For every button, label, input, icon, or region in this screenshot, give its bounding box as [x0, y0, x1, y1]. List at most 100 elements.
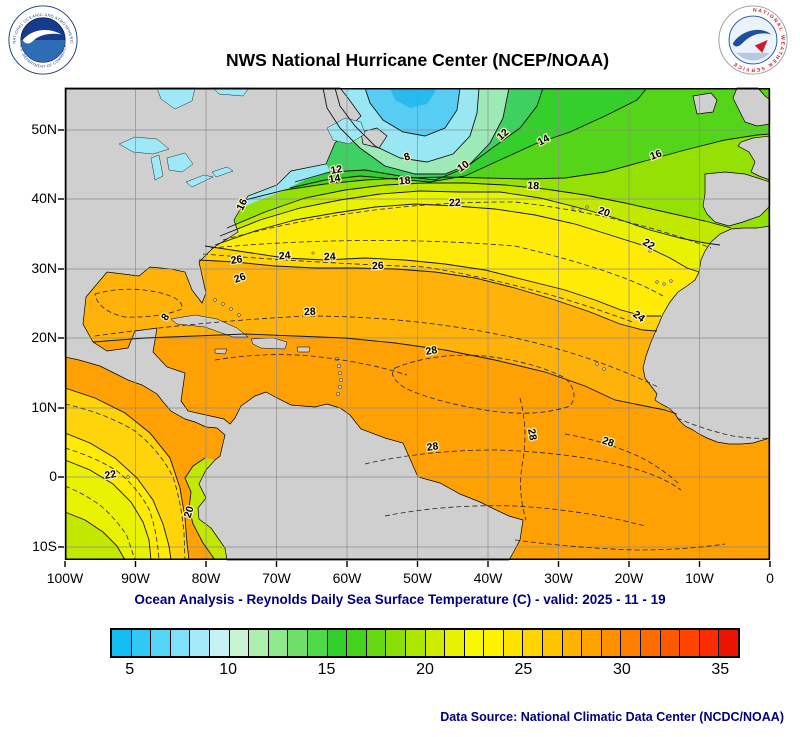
colorbar-segment — [326, 630, 347, 656]
colorbar-segment — [306, 630, 327, 656]
colorbar-segment — [248, 630, 268, 656]
lat-tick-label: 10N — [31, 399, 57, 415]
land-ireland — [692, 92, 718, 115]
lake-huron — [166, 152, 194, 173]
sst-map: 8 10 12 14 12 14 16 16 18 18 22 20 22 24 24 26 26 26 28 24 8… — [57, 87, 771, 568]
contour-label: 12 — [330, 163, 344, 177]
land-great-britain — [732, 87, 771, 127]
isotherm-18 — [226, 182, 732, 229]
colorbar-segment — [208, 630, 229, 656]
colorbar-segment — [130, 630, 151, 656]
colorbar-segment — [483, 630, 503, 656]
dashed-isotherm-27 — [94, 315, 661, 389]
lakes-and-bays — [118, 87, 366, 188]
colorbar-segment — [404, 630, 425, 656]
lat-tick-label: 40N — [31, 190, 57, 206]
axis-ticks — [58, 129, 771, 567]
contour-label: 22 — [104, 468, 118, 482]
gulf-of-st-lawrence — [326, 117, 366, 145]
lon-tick-label: 100W — [46, 570, 84, 586]
contour-label: 26 — [232, 270, 247, 285]
contour-label: 28 — [426, 440, 439, 454]
contour-label: 8 — [402, 150, 411, 163]
island-jamaica — [214, 348, 228, 355]
dashed-isotherm-s1 — [364, 449, 682, 491]
lon-tick-label: 70W — [262, 570, 291, 586]
contour-label: 16 — [648, 147, 663, 162]
dashed-isotherm-pac3 — [64, 485, 136, 561]
contour-label: 28 — [525, 428, 539, 442]
islands-atlantic-small — [126, 205, 673, 479]
islands-bahamas — [213, 298, 241, 317]
lake-superior — [118, 136, 170, 155]
contour-label: 18 — [527, 180, 540, 193]
lon-tick-label: 10W — [685, 570, 714, 586]
colorbar-segment — [287, 630, 307, 656]
colorbar-segment — [679, 630, 699, 656]
colorbar-segment — [522, 630, 543, 656]
colorbar-tick-label: 5 — [125, 661, 135, 678]
isotherm-28 — [92, 333, 678, 415]
colorbar-segment — [600, 630, 621, 656]
contour-label: 24 — [278, 250, 291, 263]
lat-tick-label: 30N — [31, 260, 57, 276]
colorbar-segment — [267, 630, 288, 656]
pac-coastal-upwelling — [185, 458, 227, 560]
isotherm-8 — [334, 87, 480, 163]
colorbar-segment — [385, 630, 405, 656]
dashed-isotherm-23 — [210, 240, 664, 297]
pac-isotherm-22 — [64, 459, 152, 561]
colorbar-ticks: 5 10 15 20 25 30 35 — [110, 661, 740, 683]
sst-band-le6 — [365, 88, 460, 136]
lake-ontario — [211, 166, 234, 178]
colorbar-segment — [444, 630, 464, 656]
contour-label: 24 — [324, 251, 336, 264]
contour-label: 22 — [449, 197, 461, 210]
isotherm-22 — [214, 203, 700, 273]
colorbar — [110, 628, 740, 658]
colorbar-segment — [228, 630, 249, 656]
colorbar-tick-label: 30 — [612, 661, 631, 678]
isotherm-26 — [198, 259, 658, 332]
pac-isotherm-26 — [64, 387, 190, 561]
dashed-isotherm-caribbean — [214, 354, 408, 376]
colorbar-tick-label: 15 — [317, 661, 336, 678]
grid-lines — [64, 88, 771, 560]
colorbar-segment — [561, 630, 582, 656]
lon-tick-label: 80W — [191, 570, 221, 586]
isotherm-10 — [322, 87, 510, 175]
dashed-isotherm-pac2 — [64, 447, 160, 561]
sst-coastal-cold-strip — [237, 164, 331, 208]
isotherm-14 — [289, 87, 648, 189]
pac-band-le20 — [65, 512, 125, 560]
contour-label: 20 — [182, 505, 197, 520]
pac-isotherm-20-coastal — [184, 457, 216, 561]
colorbar-tick-label: 35 — [711, 661, 730, 678]
colorbar-segment — [698, 630, 719, 656]
lat-tick-label: 10S — [32, 538, 57, 554]
lon-tick-label: 40W — [473, 570, 503, 586]
isotherm-24 — [204, 245, 661, 317]
pacific-temperature-bands — [65, 388, 227, 560]
colorbar-segment — [659, 630, 680, 656]
dashed-isotherm-21 — [222, 201, 712, 249]
land-newfoundland — [360, 127, 388, 149]
dashed-isotherm-s2 — [384, 505, 646, 527]
contour-label: 26 — [230, 253, 243, 267]
nws-emblem-base — [736, 52, 770, 61]
colorbar-segment — [150, 630, 170, 656]
lat-tick-label: 20N — [31, 329, 57, 345]
pac-isotherm-20 — [64, 511, 126, 561]
contour-label: 28 — [304, 306, 316, 319]
map-frame — [65, 88, 770, 560]
dashed-isotherm-tropic-loop — [392, 354, 575, 414]
page-title: NWS National Hurricane Center (NCEP/NOAA… — [225, 50, 610, 70]
islands-lesser-antilles — [335, 357, 344, 397]
isotherm-6 — [364, 87, 461, 137]
contour-label: 18 — [398, 175, 411, 188]
nws-bird-icon — [732, 29, 772, 47]
lat-tick-label: 0 — [49, 468, 57, 484]
colorbar-segment — [620, 630, 641, 656]
nws-logo: NATIONAL WEATHER SERVICE — [718, 5, 788, 75]
